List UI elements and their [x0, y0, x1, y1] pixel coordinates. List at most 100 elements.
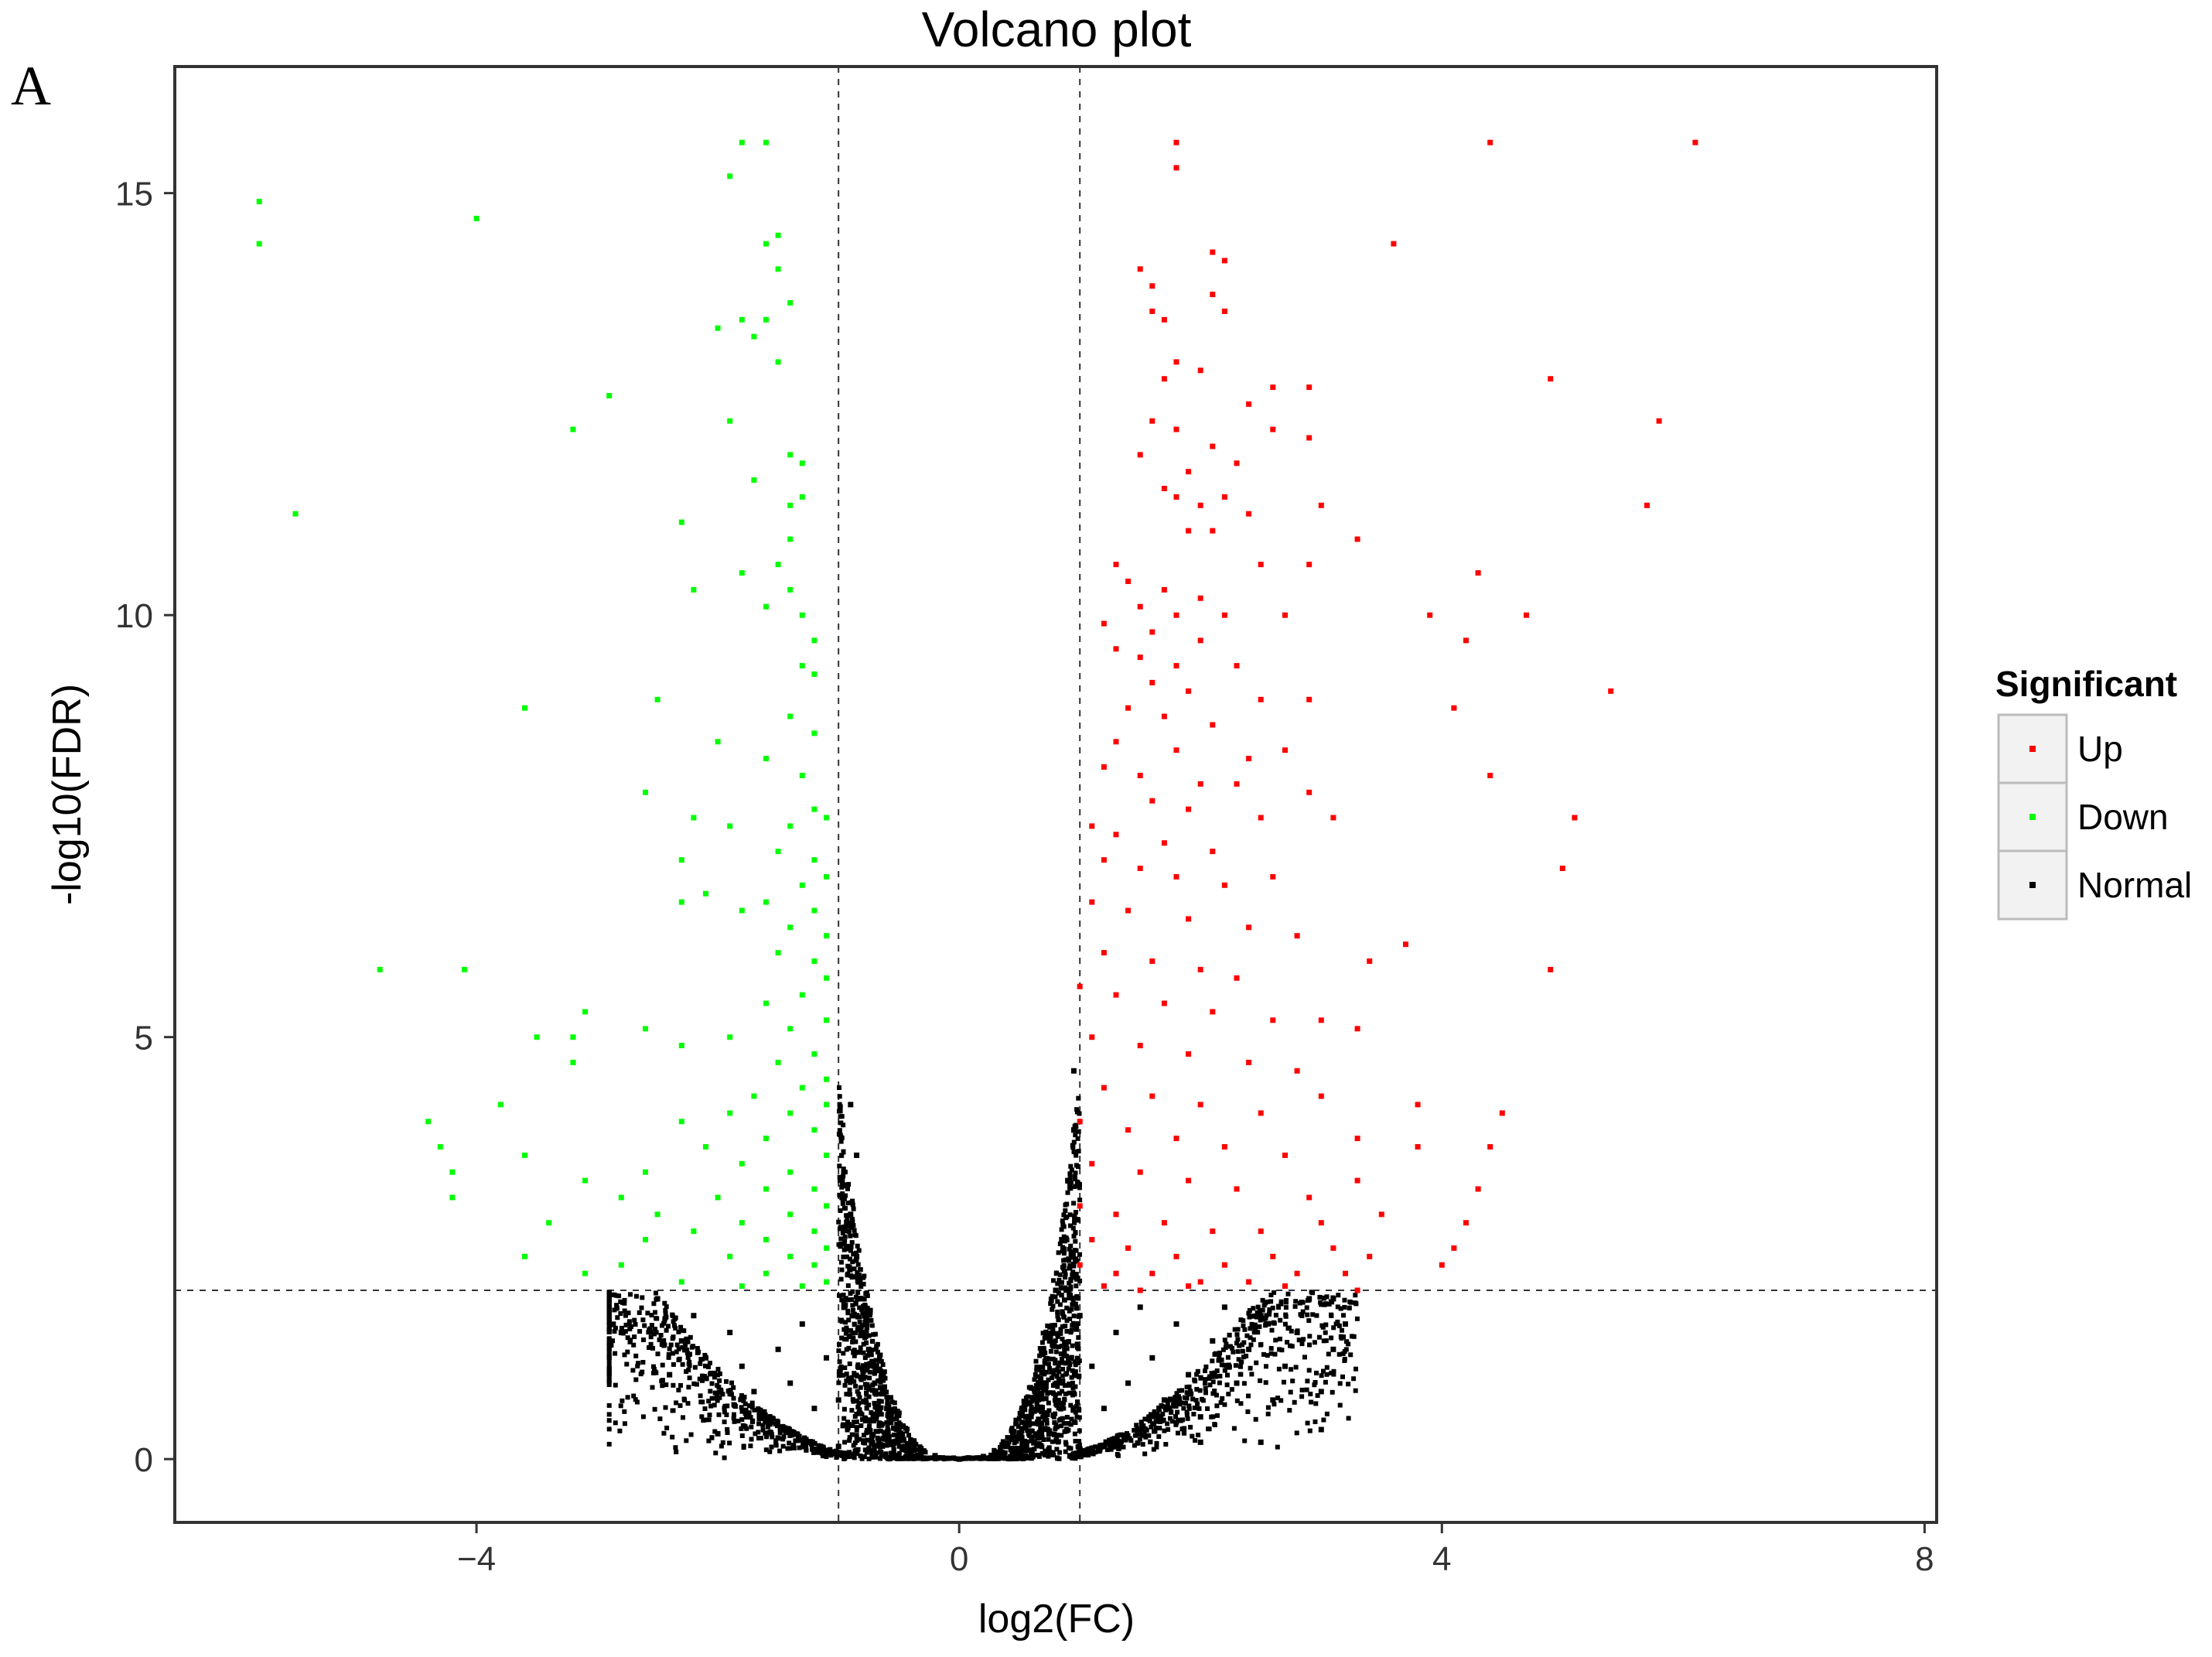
- normal-point: [1063, 1361, 1068, 1365]
- normal-point: [1153, 1426, 1159, 1430]
- normal-point: [1192, 1406, 1197, 1410]
- normal-point: [1055, 1334, 1060, 1339]
- normal-point: [1061, 1246, 1067, 1252]
- normal-point: [1067, 1212, 1073, 1218]
- normal-point: [720, 1440, 725, 1445]
- normal-point: [854, 1427, 859, 1433]
- normal-point: [1323, 1301, 1328, 1307]
- normal-point: [616, 1293, 622, 1299]
- normal-point: [1057, 1360, 1063, 1365]
- normal-point: [1176, 1430, 1180, 1436]
- down-point: [751, 333, 757, 340]
- normal-point: [606, 1402, 612, 1408]
- normal-point: [1217, 1380, 1222, 1385]
- normal-point: [1282, 1379, 1286, 1385]
- normal-point: [1308, 1392, 1313, 1396]
- normal-point: [1197, 1439, 1203, 1445]
- normal-point: [855, 1389, 860, 1394]
- normal-point: [889, 1418, 893, 1423]
- normal-point: [848, 1267, 853, 1273]
- normal-point: [859, 1329, 865, 1334]
- normal-point: [849, 1375, 855, 1380]
- normal-point: [1193, 1438, 1198, 1443]
- normal-point: [1017, 1410, 1022, 1416]
- normal-point: [1340, 1351, 1346, 1356]
- normal-point: [1177, 1402, 1183, 1407]
- normal-point: [1165, 1402, 1170, 1407]
- normal-point: [1050, 1383, 1056, 1388]
- normal-point: [1235, 1327, 1241, 1332]
- normal-point: [1053, 1426, 1058, 1432]
- normal-point: [722, 1455, 727, 1461]
- normal-point: [841, 1196, 847, 1201]
- normal-point: [1046, 1361, 1051, 1367]
- normal-point: [845, 1216, 850, 1221]
- up-point: [1186, 806, 1192, 812]
- normal-point: [1181, 1406, 1186, 1411]
- normal-point: [606, 1382, 612, 1387]
- normal-point: [804, 1440, 810, 1445]
- normal-point: [1276, 1366, 1282, 1372]
- normal-point: [857, 1395, 862, 1400]
- down-point: [449, 1194, 456, 1201]
- normal-point: [1173, 1422, 1179, 1427]
- normal-point: [1268, 1346, 1274, 1351]
- normal-point: [1253, 1416, 1258, 1422]
- normal-point: [1059, 1344, 1064, 1348]
- normal-point: [1103, 1439, 1108, 1444]
- normal-point: [853, 1301, 859, 1307]
- normal-point: [850, 1303, 855, 1308]
- normal-point: [739, 1363, 745, 1369]
- normal-point: [849, 1408, 855, 1413]
- normal-point: [835, 1443, 841, 1450]
- normal-point: [1347, 1305, 1352, 1310]
- normal-point: [850, 1331, 855, 1336]
- normal-point: [841, 1457, 847, 1461]
- normal-point: [1077, 1439, 1082, 1444]
- normal-point: [1055, 1281, 1060, 1286]
- normal-point: [1258, 1308, 1262, 1314]
- normal-point: [1089, 1363, 1095, 1369]
- normal-point: [845, 1310, 851, 1316]
- normal-point: [862, 1375, 868, 1380]
- normal-point: [1058, 1327, 1063, 1332]
- normal-point: [1030, 1421, 1036, 1426]
- normal-point: [850, 1219, 855, 1224]
- normal-point: [1234, 1398, 1240, 1403]
- up-point: [1306, 435, 1313, 441]
- chart-title: Volcano plot: [922, 2, 1192, 57]
- normal-point: [663, 1405, 668, 1410]
- normal-point: [1219, 1362, 1224, 1368]
- normal-point: [1315, 1393, 1320, 1398]
- normal-point: [1196, 1433, 1201, 1437]
- normal-point: [1285, 1291, 1291, 1297]
- normal-point: [860, 1310, 865, 1316]
- down-point: [787, 300, 794, 306]
- normal-point: [1263, 1315, 1268, 1320]
- normal-point: [1062, 1397, 1067, 1402]
- normal-point: [884, 1420, 889, 1425]
- legend-label: Normal: [2077, 865, 2192, 905]
- down-point: [799, 882, 805, 888]
- normal-point: [606, 1367, 612, 1372]
- normal-point: [878, 1385, 883, 1390]
- normal-point: [1055, 1433, 1060, 1438]
- normal-point: [811, 1406, 818, 1412]
- normal-point: [1226, 1362, 1231, 1368]
- normal-point: [628, 1338, 633, 1343]
- normal-point: [873, 1454, 879, 1460]
- up-point: [1258, 815, 1264, 821]
- normal-point: [855, 1405, 861, 1410]
- normal-point: [1222, 1368, 1227, 1373]
- normal-point: [1057, 1450, 1062, 1455]
- up-point: [1197, 367, 1203, 374]
- normal-point: [1267, 1312, 1272, 1317]
- down-point: [799, 1283, 805, 1289]
- down-point: [691, 1228, 697, 1235]
- normal-point: [623, 1329, 628, 1334]
- normal-point: [855, 1325, 861, 1331]
- normal-point: [677, 1356, 682, 1361]
- down-point: [678, 519, 684, 525]
- normal-point: [686, 1385, 691, 1390]
- up-point: [1354, 1026, 1360, 1032]
